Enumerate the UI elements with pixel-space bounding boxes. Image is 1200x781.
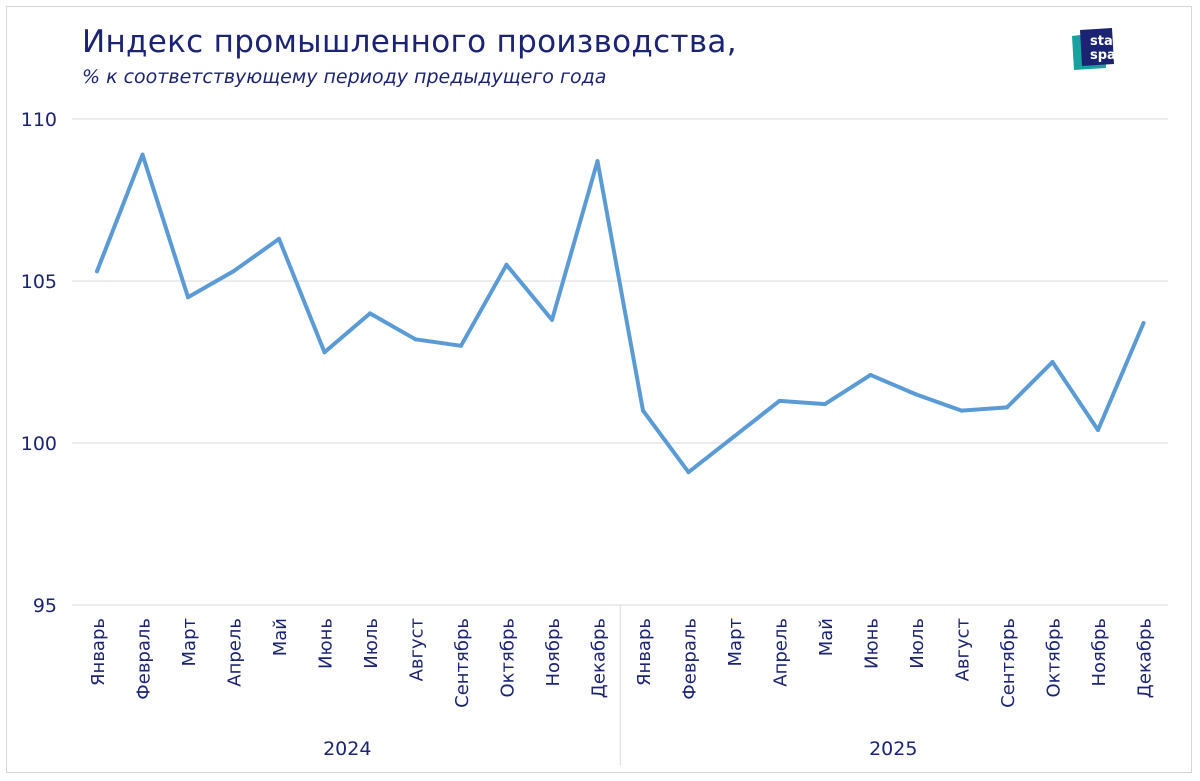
- x-tick-label: Ноябрь: [1089, 618, 1110, 687]
- y-tick-label: 110: [21, 109, 57, 131]
- chart-subtitle: % к соответствующему периоду предыдущего…: [82, 66, 607, 88]
- x-tick-label: Октябрь: [1044, 618, 1065, 698]
- year-group-labels: 2024 2025: [323, 738, 917, 760]
- statspace-logo: stat space: [1072, 28, 1133, 70]
- x-tick-label: Апрель: [771, 618, 792, 687]
- year-group-label: 2024: [323, 738, 371, 760]
- data-point: [1050, 360, 1055, 364]
- x-tick-label: Декабрь: [589, 618, 610, 698]
- x-tick-label: Август: [407, 618, 428, 681]
- data-point: [277, 236, 281, 241]
- data-point: [1096, 428, 1100, 433]
- y-tick-label: 95: [33, 595, 57, 617]
- data-point: [868, 372, 873, 377]
- data-point: [641, 408, 645, 413]
- data-point: [914, 392, 918, 397]
- chart-frame: [6, 6, 1192, 773]
- data-point: [95, 269, 99, 274]
- data-point: [504, 262, 509, 267]
- x-tick-label: Апрель: [225, 618, 246, 687]
- x-tick-label: Август: [953, 618, 974, 681]
- data-point: [231, 269, 236, 274]
- data-point: [823, 402, 827, 407]
- x-tick-label: Май: [270, 618, 291, 656]
- y-tick-labels: 95 100 105 110: [21, 109, 57, 617]
- grid-layer: [72, 118, 1168, 765]
- y-tick-label: 105: [21, 271, 57, 293]
- data-point: [1005, 405, 1009, 410]
- data-point: [322, 350, 327, 355]
- series-layer: [95, 152, 1146, 475]
- x-tick-label: Декабрь: [1135, 618, 1156, 698]
- x-tick-label: Март: [725, 618, 746, 666]
- x-tick-labels: Январь Февраль Март Апрель Май Июнь Июль Август…: [88, 618, 1156, 708]
- y-tick-label: 100: [21, 433, 57, 455]
- x-tick-label: Январь: [634, 618, 655, 686]
- logo-text-line2: space: [1090, 48, 1133, 63]
- x-tick-label: Сентябрь: [998, 618, 1019, 708]
- x-tick-label: Февраль: [134, 618, 155, 700]
- x-tick-label: Ноябрь: [543, 618, 564, 687]
- data-point: [777, 398, 782, 403]
- data-point: [459, 343, 463, 348]
- x-tick-label: Май: [816, 618, 837, 656]
- data-point: [1141, 321, 1146, 326]
- x-tick-label: Сентябрь: [452, 618, 473, 708]
- data-point: [686, 470, 691, 475]
- year-group-label: 2025: [869, 738, 917, 760]
- x-tick-label: Июль: [907, 618, 928, 669]
- x-tick-label: Февраль: [680, 618, 701, 700]
- x-tick-label: Июнь: [316, 618, 337, 669]
- data-point: [550, 317, 554, 322]
- logo-navy-shape: [1080, 28, 1114, 66]
- data-point: [595, 159, 600, 164]
- data-point: [413, 337, 418, 342]
- data-point: [140, 152, 145, 157]
- x-tick-label: Октябрь: [498, 618, 519, 698]
- data-point: [368, 311, 372, 316]
- chart-title: Индекс промышленного производства,: [82, 24, 737, 60]
- data-point: [732, 434, 736, 439]
- x-tick-label: Июль: [361, 618, 382, 669]
- data-point: [186, 295, 190, 300]
- x-tick-label: Июнь: [862, 618, 883, 669]
- logo-text-line1: stat: [1090, 34, 1119, 49]
- x-tick-label: Март: [179, 618, 200, 666]
- data-point: [959, 408, 964, 413]
- series-line-0: [95, 152, 1146, 475]
- x-tick-label: Январь: [88, 618, 109, 686]
